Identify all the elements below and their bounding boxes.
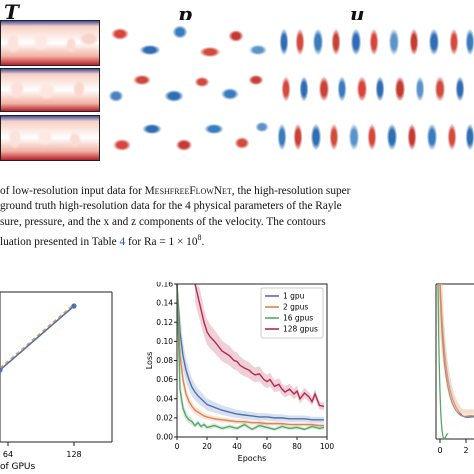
y-axis-label: Loss [145,352,154,370]
ideal-scaling-line [0,303,75,369]
x-tick-2: 2 [463,446,468,455]
data-point-64 [0,367,3,373]
series-line-1-gpu [176,283,324,421]
legend-label: 128 gpus [283,325,318,334]
caption-line-4: luation presented in Table 4 for Ra = 1 … [0,233,205,248]
caption-line-2: ground truth high-resolution data for th… [0,200,342,213]
temperature-field-row-1 [0,20,100,66]
loss-chart-cropped: 0 2 [435,283,474,455]
series-line-green [437,283,449,440]
pressure-field-row-3 [102,115,270,159]
y-tick-label: 0.00 [156,433,173,442]
legend: 1 gpu 2 gpus 16 gpus 128 gpus [260,287,324,339]
series-line-2-gpus [176,283,324,427]
y-tick-label: 0.12 [156,318,173,327]
temperature-field-row-2 [0,68,100,112]
x-tick-label: 40 [232,442,242,451]
caption-line-3: sure, pressure, and the x and z componen… [0,215,326,228]
loss-chart: 0 20 40 60 80 100 0.00 0.02 0.04 0.06 0.08 0.10 0.12… [145,282,335,463]
temperature-field-row-3 [0,115,100,161]
y-tick-label: 0.10 [156,337,173,346]
method-name: MeshfreeFlowNet [144,185,232,197]
pressure-field-row-1 [102,20,270,64]
velocity-field-row-2 [274,68,474,110]
series-band-orange [437,283,474,415]
y-tick-label: 0.02 [156,413,173,422]
x-tick-label: 0 [175,442,180,451]
x-tick-label: 60 [262,442,272,451]
velocity-field-row-3 [274,115,474,159]
series-line-128-gpus [194,283,325,408]
series-line-16-gpus [176,283,325,431]
caption-line-1: of low-resolution input data for Meshfre… [0,185,351,197]
legend-label: 16 gpus [283,314,313,323]
y-tick-label: 0.06 [156,375,173,384]
series-line-orange [439,283,474,418]
x-tick-128: 128 [66,450,81,459]
series-band-128-gpus [195,284,324,411]
y-tick-label: 0.08 [156,356,173,365]
y-tick-label: 0.04 [156,394,173,403]
legend-label: 1 gpu [283,292,305,301]
y-tick-label: 0.14 [156,299,173,308]
measured-scaling-line [0,305,75,371]
pressure-field-row-2 [102,68,270,110]
legend-box [260,287,324,339]
legend-label: 2 gpus [283,303,308,312]
x-axis-label: Epochs [238,454,267,463]
x-tick-label: 20 [202,442,212,451]
x-tick-64: 64 [3,450,13,459]
x-tick-label: 100 [320,442,335,451]
gpu-scaling-chart: 64 128 of GPUs [0,291,113,472]
data-point-128 [71,303,77,309]
table-reference-link[interactable]: 4 [119,235,126,248]
x-tick-label: 80 [292,442,302,451]
y-tick-label: 0.16 [156,282,173,289]
x-axis-label: of GPUs [0,462,36,472]
variable-label-T: T [4,0,19,24]
x-tick-0: 0 [437,446,442,455]
figure-caption: of low-resolution input data for Meshfre… [0,184,474,248]
velocity-field-row-1 [274,20,474,64]
